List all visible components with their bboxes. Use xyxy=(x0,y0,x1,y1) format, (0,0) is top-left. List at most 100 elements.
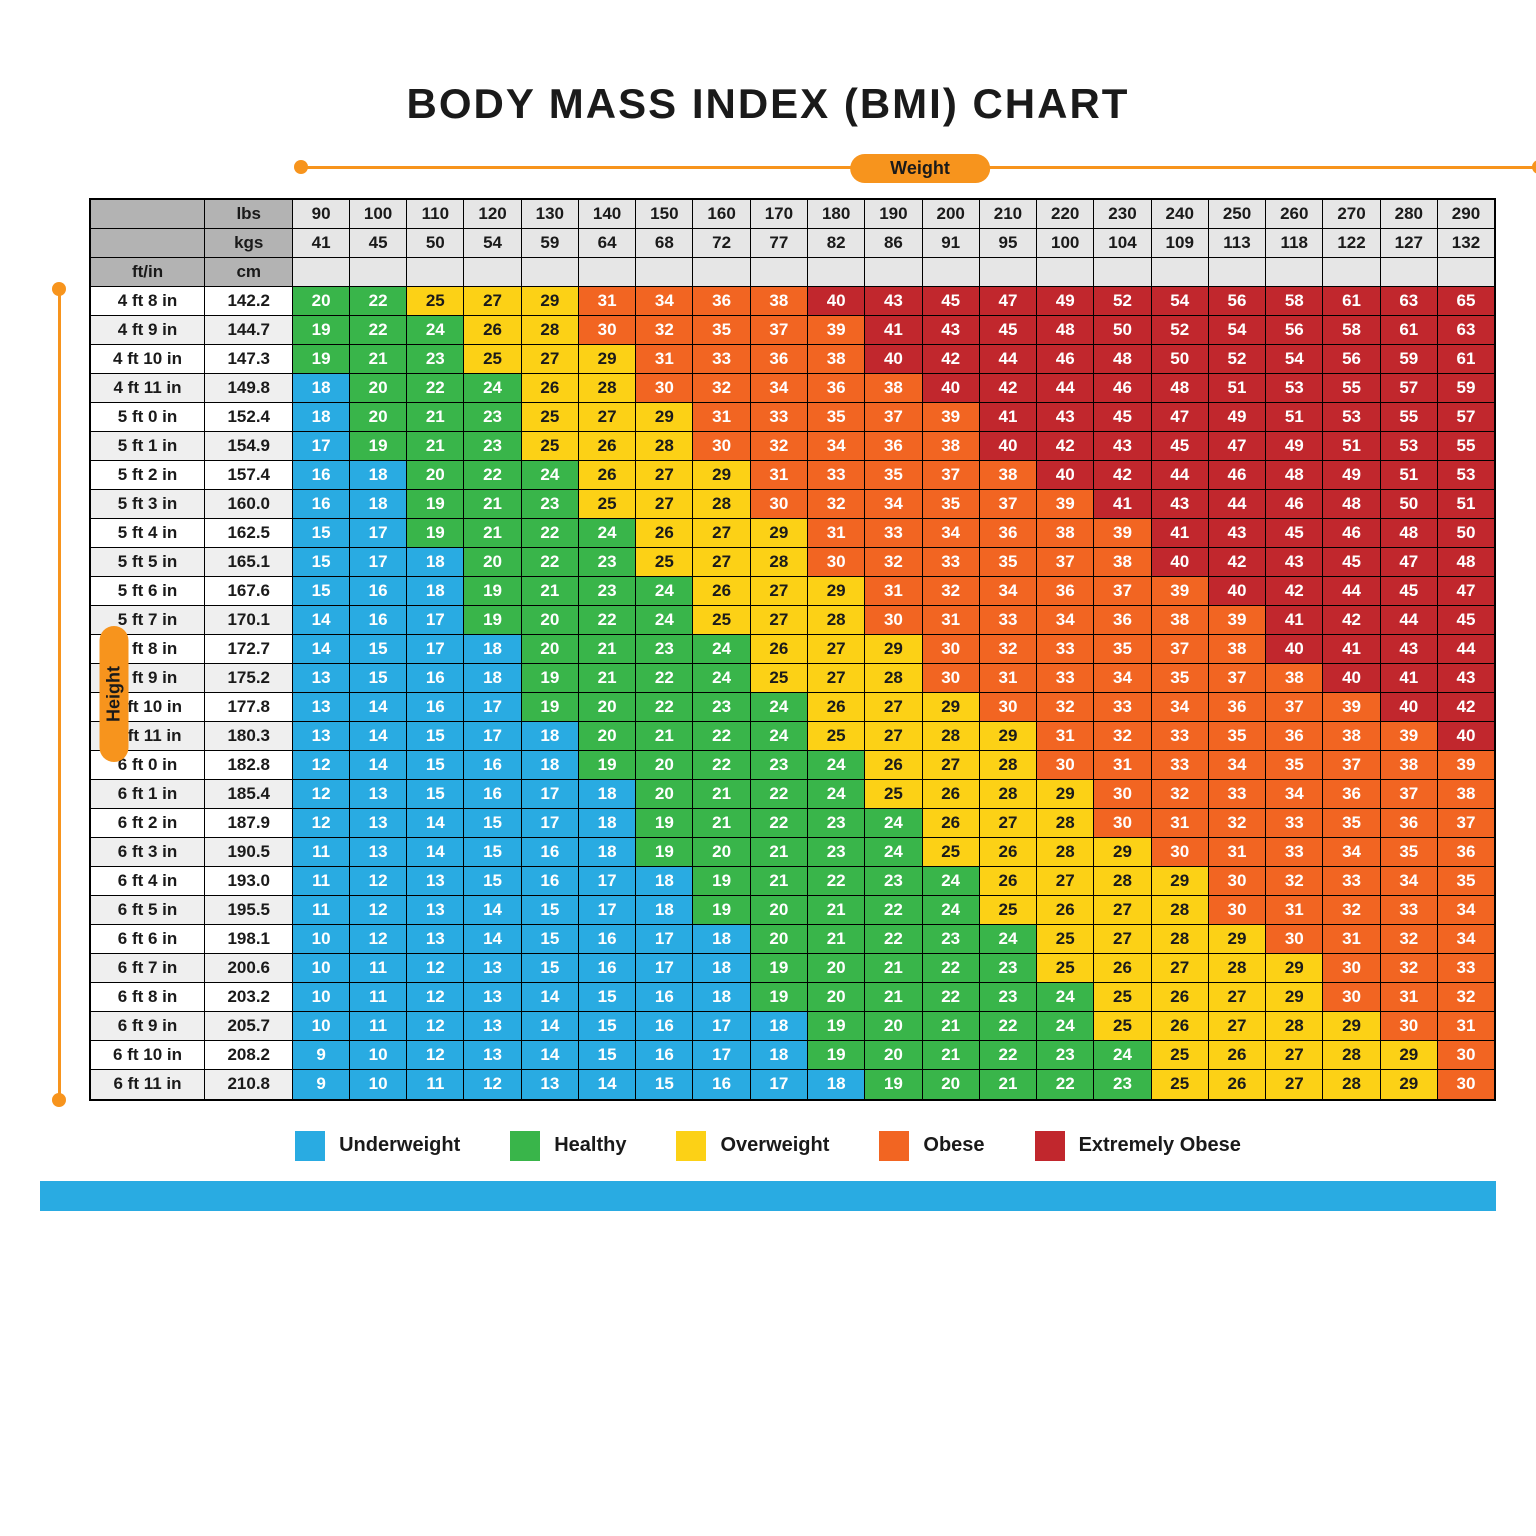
bmi-cell: 31 xyxy=(1380,983,1437,1012)
bmi-cell: 32 xyxy=(865,548,922,577)
table-row: 6 ft 2 in187.912131415171819212223242627… xyxy=(90,809,1495,838)
bmi-cell: 30 xyxy=(1266,925,1323,954)
bmi-cell: 12 xyxy=(407,983,464,1012)
bmi-cell: 23 xyxy=(979,983,1036,1012)
bmi-cell: 49 xyxy=(1323,461,1380,490)
bmi-cell: 43 xyxy=(1380,635,1437,664)
bmi-cell: 28 xyxy=(979,751,1036,780)
spacer-col-header xyxy=(1380,258,1437,287)
bmi-cell: 19 xyxy=(464,577,521,606)
height-ftin: 6 ft 4 in xyxy=(90,867,205,896)
bmi-cell: 21 xyxy=(750,867,807,896)
bmi-cell: 24 xyxy=(979,925,1036,954)
bmi-cell: 30 xyxy=(1094,780,1151,809)
bmi-cell: 37 xyxy=(1380,780,1437,809)
bmi-cell: 26 xyxy=(979,838,1036,867)
bmi-cell: 51 xyxy=(1323,432,1380,461)
height-ftin: 5 ft 5 in xyxy=(90,548,205,577)
bmi-cell: 25 xyxy=(578,490,635,519)
height-cm: 144.7 xyxy=(205,316,293,345)
bmi-cell: 28 xyxy=(750,548,807,577)
spacer-col-header xyxy=(693,258,750,287)
bmi-cell: 36 xyxy=(1037,577,1094,606)
bmi-cell: 16 xyxy=(521,838,578,867)
bmi-cell: 22 xyxy=(636,693,693,722)
height-cm: 154.9 xyxy=(205,432,293,461)
legend-item: Healthy xyxy=(510,1131,626,1161)
bmi-cell: 21 xyxy=(464,519,521,548)
lbs-col-header: 220 xyxy=(1037,199,1094,229)
bmi-cell: 26 xyxy=(1151,983,1208,1012)
bmi-cell: 23 xyxy=(464,432,521,461)
bmi-cell: 27 xyxy=(693,548,750,577)
bmi-cell: 27 xyxy=(808,664,865,693)
bmi-cell: 27 xyxy=(808,635,865,664)
bmi-table: lbs 901001101201301401501601701801902002… xyxy=(89,198,1496,1101)
bmi-cell: 29 xyxy=(750,519,807,548)
bmi-cell: 35 xyxy=(979,548,1036,577)
bmi-cell: 45 xyxy=(1151,432,1208,461)
bmi-cell: 25 xyxy=(1094,1012,1151,1041)
bmi-cell: 29 xyxy=(1037,780,1094,809)
table-row: 6 ft 5 in195.511121314151718192021222425… xyxy=(90,896,1495,925)
bmi-cell: 42 xyxy=(1266,577,1323,606)
bmi-cell: 16 xyxy=(464,751,521,780)
bmi-cell: 18 xyxy=(407,577,464,606)
bmi-cell: 33 xyxy=(1151,751,1208,780)
bmi-cell: 24 xyxy=(865,809,922,838)
height-cm: 177.8 xyxy=(205,693,293,722)
bmi-cell: 51 xyxy=(1208,374,1265,403)
bmi-cell: 15 xyxy=(578,1012,635,1041)
bmi-cell: 32 xyxy=(693,374,750,403)
bmi-cell: 41 xyxy=(1266,606,1323,635)
bmi-cell: 32 xyxy=(1266,867,1323,896)
bmi-cell: 29 xyxy=(1266,954,1323,983)
kgs-col-header: 41 xyxy=(293,229,350,258)
bmi-cell: 35 xyxy=(1380,838,1437,867)
table-row: 5 ft 7 in170.114161719202224252728303133… xyxy=(90,606,1495,635)
spacer-col-header xyxy=(1208,258,1265,287)
table-row: 6 ft 6 in198.110121314151617182021222324… xyxy=(90,925,1495,954)
bmi-cell: 54 xyxy=(1208,316,1265,345)
bmi-cell: 16 xyxy=(464,780,521,809)
weight-axis-label: Weight xyxy=(850,154,990,183)
bmi-cell: 15 xyxy=(407,722,464,751)
height-cm: 190.5 xyxy=(205,838,293,867)
kgs-col-header: 132 xyxy=(1437,229,1495,258)
bmi-cell: 20 xyxy=(349,403,406,432)
bmi-cell: 25 xyxy=(636,548,693,577)
bmi-cell: 48 xyxy=(1037,316,1094,345)
table-row: 6 ft 0 in182.812141516181920222324262728… xyxy=(90,751,1495,780)
bmi-cell: 15 xyxy=(521,896,578,925)
bmi-cell: 27 xyxy=(1037,867,1094,896)
bmi-cell: 26 xyxy=(1208,1041,1265,1070)
height-ftin: 6 ft 7 in xyxy=(90,954,205,983)
height-ftin: 4 ft 8 in xyxy=(90,287,205,316)
bmi-cell: 11 xyxy=(407,1070,464,1100)
table-row: 5 ft 8 in172.714151718202123242627293032… xyxy=(90,635,1495,664)
bmi-cell: 41 xyxy=(1151,519,1208,548)
bmi-cell: 25 xyxy=(521,403,578,432)
bmi-cell: 31 xyxy=(865,577,922,606)
height-cm: 175.2 xyxy=(205,664,293,693)
height-cm: 165.1 xyxy=(205,548,293,577)
bmi-cell: 17 xyxy=(693,1041,750,1070)
bmi-cell: 47 xyxy=(1151,403,1208,432)
bmi-cell: 14 xyxy=(293,635,350,664)
bmi-cell: 21 xyxy=(922,1012,979,1041)
bmi-cell: 38 xyxy=(1037,519,1094,548)
bmi-cell: 15 xyxy=(293,519,350,548)
table-row: 6 ft 7 in200.610111213151617181920212223… xyxy=(90,954,1495,983)
bmi-cell: 15 xyxy=(464,867,521,896)
bmi-cell: 34 xyxy=(1094,664,1151,693)
bmi-cell: 43 xyxy=(1266,548,1323,577)
legend-label: Underweight xyxy=(339,1134,460,1157)
bmi-cell: 46 xyxy=(1323,519,1380,548)
bmi-cell: 44 xyxy=(1037,374,1094,403)
kgs-col-header: 54 xyxy=(464,229,521,258)
lbs-col-header: 210 xyxy=(979,199,1036,229)
bmi-cell: 19 xyxy=(521,664,578,693)
bmi-cell: 22 xyxy=(865,925,922,954)
height-cm: 200.6 xyxy=(205,954,293,983)
height-cm: 149.8 xyxy=(205,374,293,403)
